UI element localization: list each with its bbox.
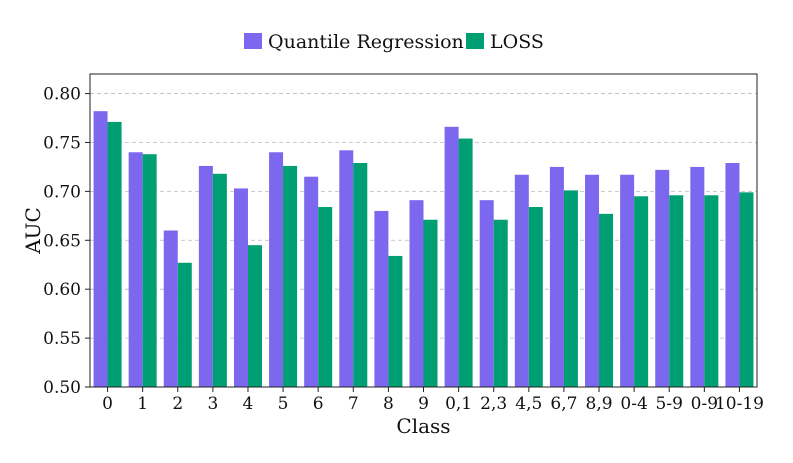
bar-quantile-regression-5-9 bbox=[655, 169, 670, 387]
bar-quantile-regression-8 bbox=[374, 210, 389, 387]
x-tick-label: 4,5 bbox=[515, 394, 542, 414]
x-tick-label: 0-4 bbox=[620, 394, 647, 414]
y-tick-label: 0.65 bbox=[43, 231, 81, 251]
x-axis-ticks: 0 1 2 3 4 5 6 7 8 9 0,1 2,3 4,5 6,7 8,9 0-4 5-9 0-910-19 bbox=[102, 387, 764, 414]
bar-loss-6-7 bbox=[563, 190, 578, 387]
bar-loss-0-1 bbox=[458, 138, 473, 387]
bar-quantile-regression-6-7 bbox=[549, 166, 564, 387]
bar-quantile-regression-5 bbox=[269, 152, 284, 387]
y-axis-label: AUC bbox=[21, 207, 45, 255]
y-tick-label: 0.55 bbox=[43, 329, 81, 349]
bar-loss-8 bbox=[388, 255, 403, 387]
x-tick-label: 8,9 bbox=[586, 394, 613, 414]
bar-loss-4 bbox=[247, 245, 262, 387]
y-axis-ticks: 0.50 0.55 0.60 0.65 0.70 0.75 0.80 bbox=[43, 85, 90, 398]
y-tick-label: 0.50 bbox=[43, 378, 81, 398]
legend-label-loss: LOSS bbox=[490, 31, 544, 53]
x-axis-label: Class bbox=[396, 414, 450, 438]
x-tick-label: 1 bbox=[137, 394, 148, 414]
y-tick-label: 0.60 bbox=[43, 280, 81, 300]
x-tick-label: 9 bbox=[418, 394, 429, 414]
bar-quantile-regression-2-3 bbox=[479, 200, 494, 387]
bar-quantile-regression-4 bbox=[233, 188, 248, 387]
bar-loss-2 bbox=[177, 262, 192, 387]
x-tick-label: 0 bbox=[102, 394, 113, 414]
x-tick-label: 5-9 bbox=[656, 394, 683, 414]
x-tick-label: 0-9 bbox=[691, 394, 718, 414]
bar-quantile-regression-8-9 bbox=[585, 174, 600, 387]
bar-quantile-regression-2 bbox=[163, 230, 178, 387]
bar-quantile-regression-0-9 bbox=[690, 166, 705, 387]
x-tick-label: 8 bbox=[383, 394, 394, 414]
bar-loss-0-9 bbox=[704, 195, 719, 387]
bar-quantile-regression-0 bbox=[93, 111, 108, 387]
x-tick-label: 0,1 bbox=[445, 394, 472, 414]
bar-loss-2-3 bbox=[493, 219, 508, 387]
bar-quantile-regression-0-1 bbox=[444, 126, 459, 387]
x-tick-label: 6,7 bbox=[550, 394, 577, 414]
y-tick-label: 0.80 bbox=[43, 85, 81, 105]
bar-loss-5 bbox=[283, 165, 298, 387]
legend-swatch-loss bbox=[466, 33, 484, 49]
x-tick-label: 10-19 bbox=[715, 394, 764, 414]
legend-label-quantile-regression: Quantile Regression bbox=[268, 31, 464, 53]
bar-loss-7 bbox=[353, 163, 368, 387]
bar-loss-1 bbox=[142, 154, 157, 387]
bar-quantile-regression-10-19 bbox=[725, 163, 740, 387]
bars bbox=[93, 111, 754, 387]
bar-quantile-regression-0-4 bbox=[620, 174, 635, 387]
y-tick-label: 0.75 bbox=[43, 133, 81, 153]
x-tick-label: 6 bbox=[313, 394, 324, 414]
bar-quantile-regression-1 bbox=[128, 152, 143, 387]
bar-quantile-regression-3 bbox=[198, 165, 213, 387]
y-tick-label: 0.70 bbox=[43, 182, 81, 202]
x-tick-label: 3 bbox=[207, 394, 218, 414]
x-tick-label: 5 bbox=[278, 394, 289, 414]
bar-quantile-regression-7 bbox=[339, 150, 354, 387]
bar-loss-5-9 bbox=[669, 195, 684, 387]
bar-loss-0 bbox=[107, 121, 122, 387]
bar-loss-4-5 bbox=[528, 207, 543, 387]
bar-loss-3 bbox=[212, 173, 227, 387]
bar-quantile-regression-9 bbox=[409, 200, 424, 387]
legend-swatch-quantile-regression bbox=[244, 33, 262, 49]
bar-loss-9 bbox=[423, 219, 438, 387]
x-tick-label: 4 bbox=[243, 394, 254, 414]
bar-quantile-regression-4-5 bbox=[514, 174, 529, 387]
bar-loss-10-19 bbox=[739, 192, 754, 387]
x-tick-label: 7 bbox=[348, 394, 359, 414]
x-tick-label: 2 bbox=[172, 394, 183, 414]
bar-quantile-regression-6 bbox=[304, 176, 319, 387]
x-tick-label: 2,3 bbox=[480, 394, 507, 414]
bar-loss-8-9 bbox=[599, 213, 614, 387]
bar-loss-6 bbox=[318, 207, 333, 387]
legend: Quantile Regression LOSS bbox=[244, 31, 544, 53]
bar-loss-0-4 bbox=[634, 196, 649, 387]
